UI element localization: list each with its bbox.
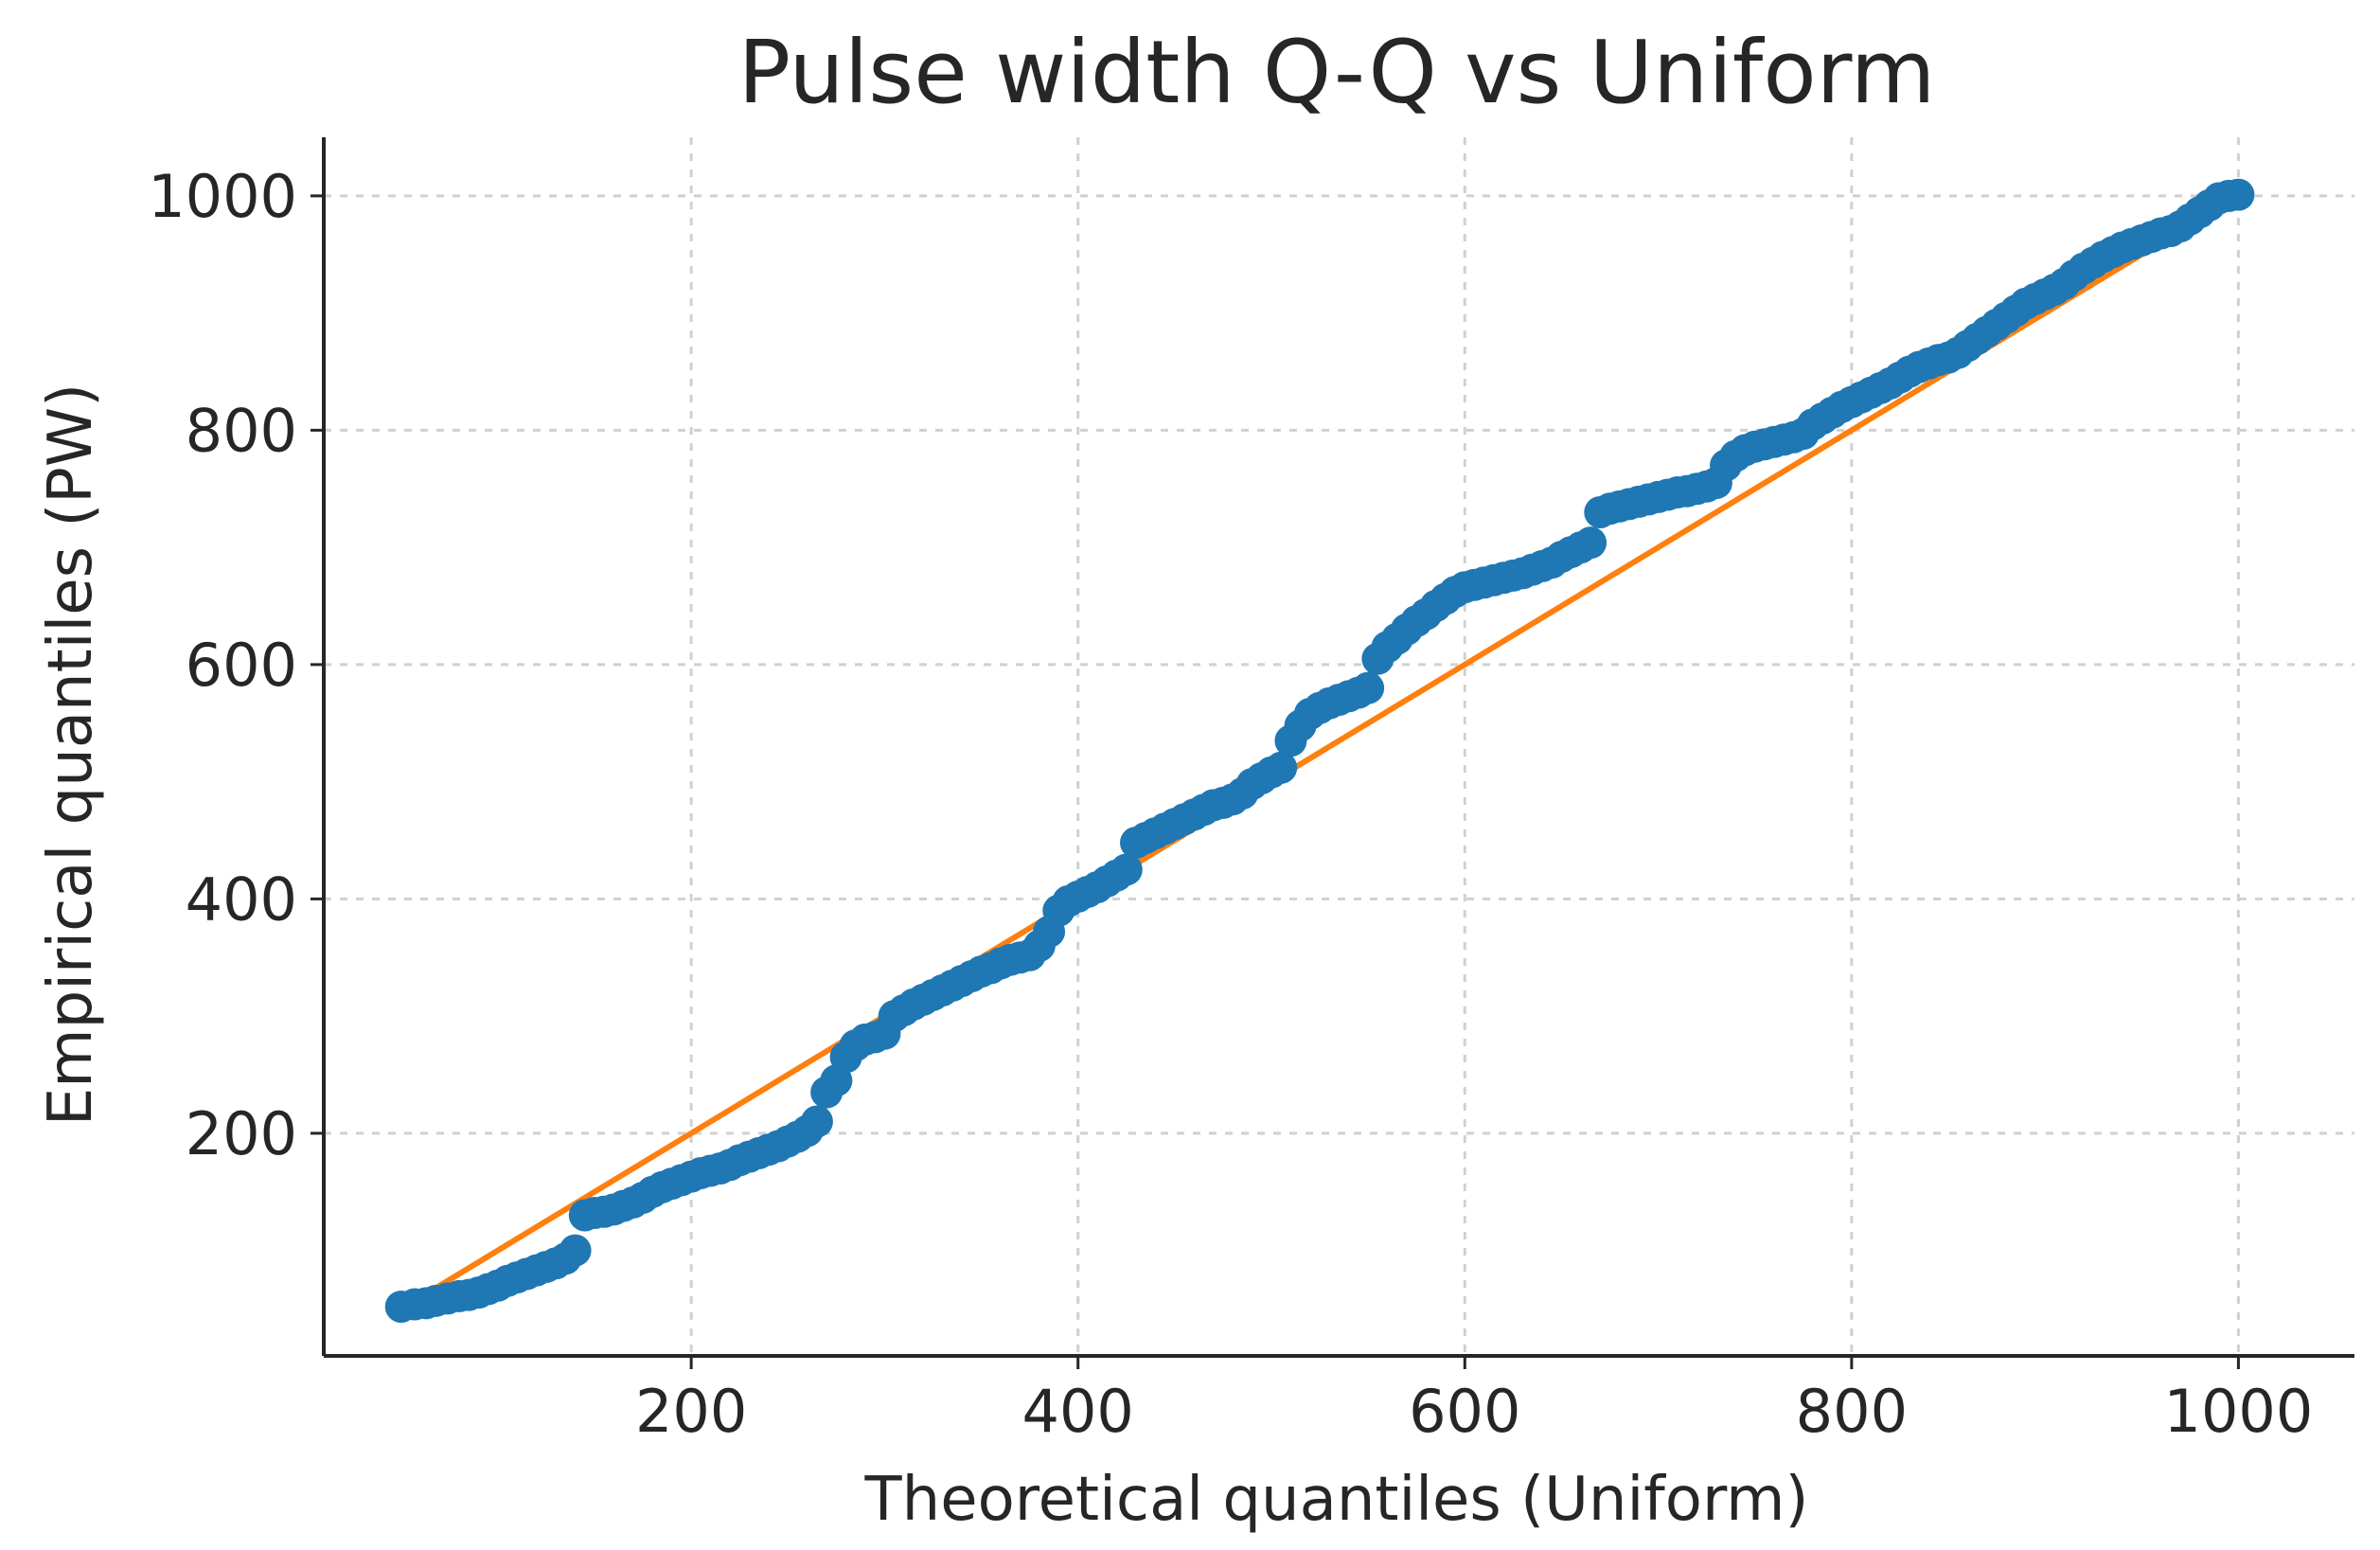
x-tick-label: 800 <box>1796 1377 1908 1446</box>
points-layer <box>384 178 2255 1324</box>
x-tick-label: 600 <box>1409 1377 1520 1446</box>
y-tick-label: 800 <box>186 396 297 465</box>
y-tick-label: 600 <box>186 631 297 700</box>
qq-point <box>1352 671 1385 704</box>
x-axis-label: Theoretical quantiles (Uniform) <box>864 1465 1809 1535</box>
x-tick-label: 200 <box>635 1377 747 1446</box>
qq-point <box>800 1105 833 1138</box>
y-tick-label: 400 <box>186 864 297 934</box>
y-tick-label: 200 <box>186 1099 297 1168</box>
qq-point <box>1265 751 1298 784</box>
axes-layer <box>322 137 2354 1358</box>
grid-layer <box>324 137 2354 1356</box>
y-tick-label: 1000 <box>148 162 297 231</box>
x-tick-label: 400 <box>1022 1377 1134 1446</box>
qq-point <box>559 1234 592 1267</box>
reference-line <box>398 192 2242 1312</box>
x-tick-label: 1000 <box>2164 1377 2314 1446</box>
y-axis-label: Empirical quantiles (PW) <box>36 383 106 1126</box>
qq-point <box>1574 526 1607 560</box>
qq-point <box>2222 178 2255 211</box>
reference-line-layer <box>398 192 2242 1312</box>
qq-point <box>1110 853 1143 886</box>
chart-title: Pulse width Q-Q vs Uniform <box>738 22 1936 123</box>
ticks-layer: 200 400 600 800 1000 200 400 600 800 1000 <box>148 162 2313 1446</box>
